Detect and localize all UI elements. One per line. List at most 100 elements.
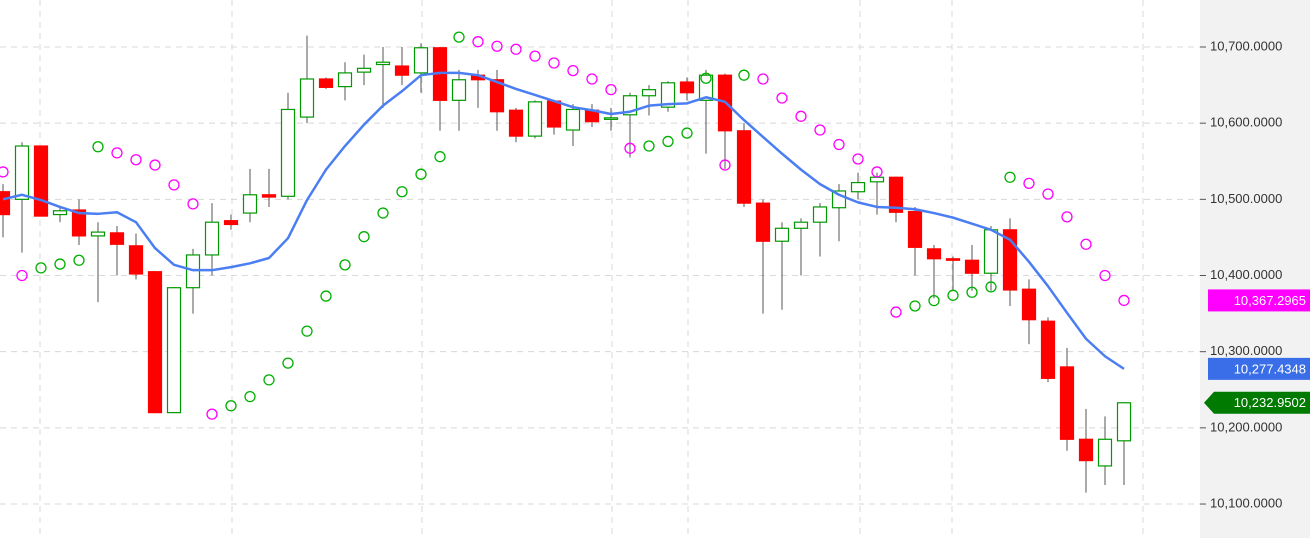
candle-body-down bbox=[755, 202, 771, 242]
sar-dot bbox=[225, 400, 237, 412]
sar-dot bbox=[833, 138, 845, 151]
candle-body-up bbox=[641, 89, 657, 97]
candle-body-up bbox=[812, 206, 828, 223]
sar-dot bbox=[681, 127, 693, 139]
price-label: 10,367.2965 bbox=[1234, 293, 1306, 308]
sar-dot bbox=[529, 50, 541, 62]
candle-body-up bbox=[413, 47, 429, 74]
candle-body-down bbox=[261, 194, 277, 198]
candle-body-down bbox=[318, 78, 334, 88]
sar-dot bbox=[396, 186, 408, 198]
sar-dot bbox=[1023, 177, 1035, 189]
candle-body-up bbox=[451, 79, 467, 101]
sar-dot bbox=[586, 73, 598, 85]
sar-dot bbox=[738, 69, 750, 81]
price-label-box bbox=[1208, 357, 1310, 380]
sar-dot bbox=[1004, 171, 1016, 183]
sar-dot bbox=[130, 154, 142, 166]
candle-body-up bbox=[774, 227, 790, 242]
axis-panel bbox=[1200, 0, 1310, 538]
candle-body-down bbox=[945, 258, 961, 261]
sar-dot bbox=[909, 300, 921, 312]
plot-area bbox=[0, 31, 1132, 493]
candle-body-down bbox=[147, 271, 163, 414]
sar-dot bbox=[54, 258, 66, 270]
sar-dot bbox=[890, 306, 902, 318]
moving-average-line bbox=[2, 71, 1125, 370]
sar-dot bbox=[1061, 211, 1073, 223]
sar-dot bbox=[282, 357, 294, 369]
candle-body-down bbox=[394, 65, 410, 76]
sar-dot bbox=[548, 57, 560, 69]
sar-dot bbox=[643, 140, 655, 152]
candle-body-up bbox=[90, 231, 106, 237]
sar-dot bbox=[377, 207, 389, 219]
price-label: 10,232.9502 bbox=[1234, 395, 1306, 410]
sar-dot bbox=[0, 166, 9, 178]
sar-dot bbox=[472, 36, 484, 48]
sar-dot bbox=[852, 153, 864, 165]
sar-dot bbox=[16, 269, 28, 282]
candle-body-down bbox=[128, 245, 144, 275]
sar-dot bbox=[92, 141, 104, 153]
sar-dot bbox=[263, 374, 275, 386]
candle-body-up bbox=[280, 108, 296, 197]
sar-dot bbox=[510, 43, 522, 55]
candle-body-up bbox=[983, 229, 999, 274]
candle-body-up bbox=[660, 82, 676, 108]
candle-body-down bbox=[546, 100, 562, 128]
candle-body-up bbox=[356, 67, 372, 73]
candle-body-up bbox=[299, 78, 315, 118]
candle-body-down bbox=[1078, 438, 1094, 462]
sar-dot bbox=[415, 168, 427, 180]
sar-dot bbox=[700, 72, 712, 84]
candle-body-up bbox=[603, 117, 619, 120]
candle-body-up bbox=[52, 210, 68, 216]
sar-dot bbox=[434, 151, 446, 163]
candle-body-down bbox=[926, 248, 942, 260]
candle-body-up bbox=[1116, 402, 1132, 442]
candle-body-down bbox=[964, 259, 980, 274]
sar-dot bbox=[928, 294, 940, 307]
sar-dot bbox=[624, 142, 636, 154]
candle-body-up bbox=[527, 101, 543, 137]
y-tick-label: 10,500.0000 bbox=[1210, 191, 1282, 206]
sar-dot bbox=[491, 40, 503, 52]
candle-body-up bbox=[166, 287, 182, 414]
candle-body-up bbox=[1097, 438, 1113, 467]
candle-body-down bbox=[71, 209, 87, 237]
candle-body-down bbox=[489, 79, 505, 113]
candle-body-up bbox=[375, 61, 391, 66]
sar-dot bbox=[358, 231, 370, 243]
sar-dot bbox=[985, 281, 997, 293]
candle-body-down bbox=[736, 130, 752, 204]
price-label-box bbox=[1208, 289, 1310, 312]
sar-dot bbox=[757, 73, 769, 85]
sar-dot bbox=[966, 286, 978, 298]
candle-body-down bbox=[679, 81, 695, 94]
sar-dot bbox=[168, 179, 180, 191]
sar-dot bbox=[871, 166, 883, 178]
candle-body-down bbox=[907, 210, 923, 248]
sar-dot bbox=[320, 290, 332, 302]
y-tick-label: 10,600.0000 bbox=[1210, 115, 1282, 130]
candle-body-up bbox=[793, 221, 809, 229]
sar-dot bbox=[1118, 294, 1130, 307]
candle-body-up bbox=[869, 176, 885, 183]
sar-dot bbox=[1042, 188, 1054, 200]
y-tick-label: 10,300.0000 bbox=[1210, 343, 1282, 358]
y-tick-label: 10,100.0000 bbox=[1210, 495, 1282, 510]
candle-body-up bbox=[14, 145, 30, 200]
sar-dot bbox=[795, 110, 807, 122]
y-tick-label: 10,200.0000 bbox=[1210, 419, 1282, 434]
candle-body-down bbox=[888, 176, 904, 213]
sar-dot bbox=[339, 259, 351, 271]
sar-dot bbox=[149, 159, 161, 171]
sar-dot bbox=[73, 254, 85, 266]
sar-dot bbox=[1099, 269, 1111, 282]
sar-dot bbox=[111, 147, 123, 159]
sar-dot bbox=[206, 408, 218, 420]
sar-dot bbox=[814, 124, 826, 136]
